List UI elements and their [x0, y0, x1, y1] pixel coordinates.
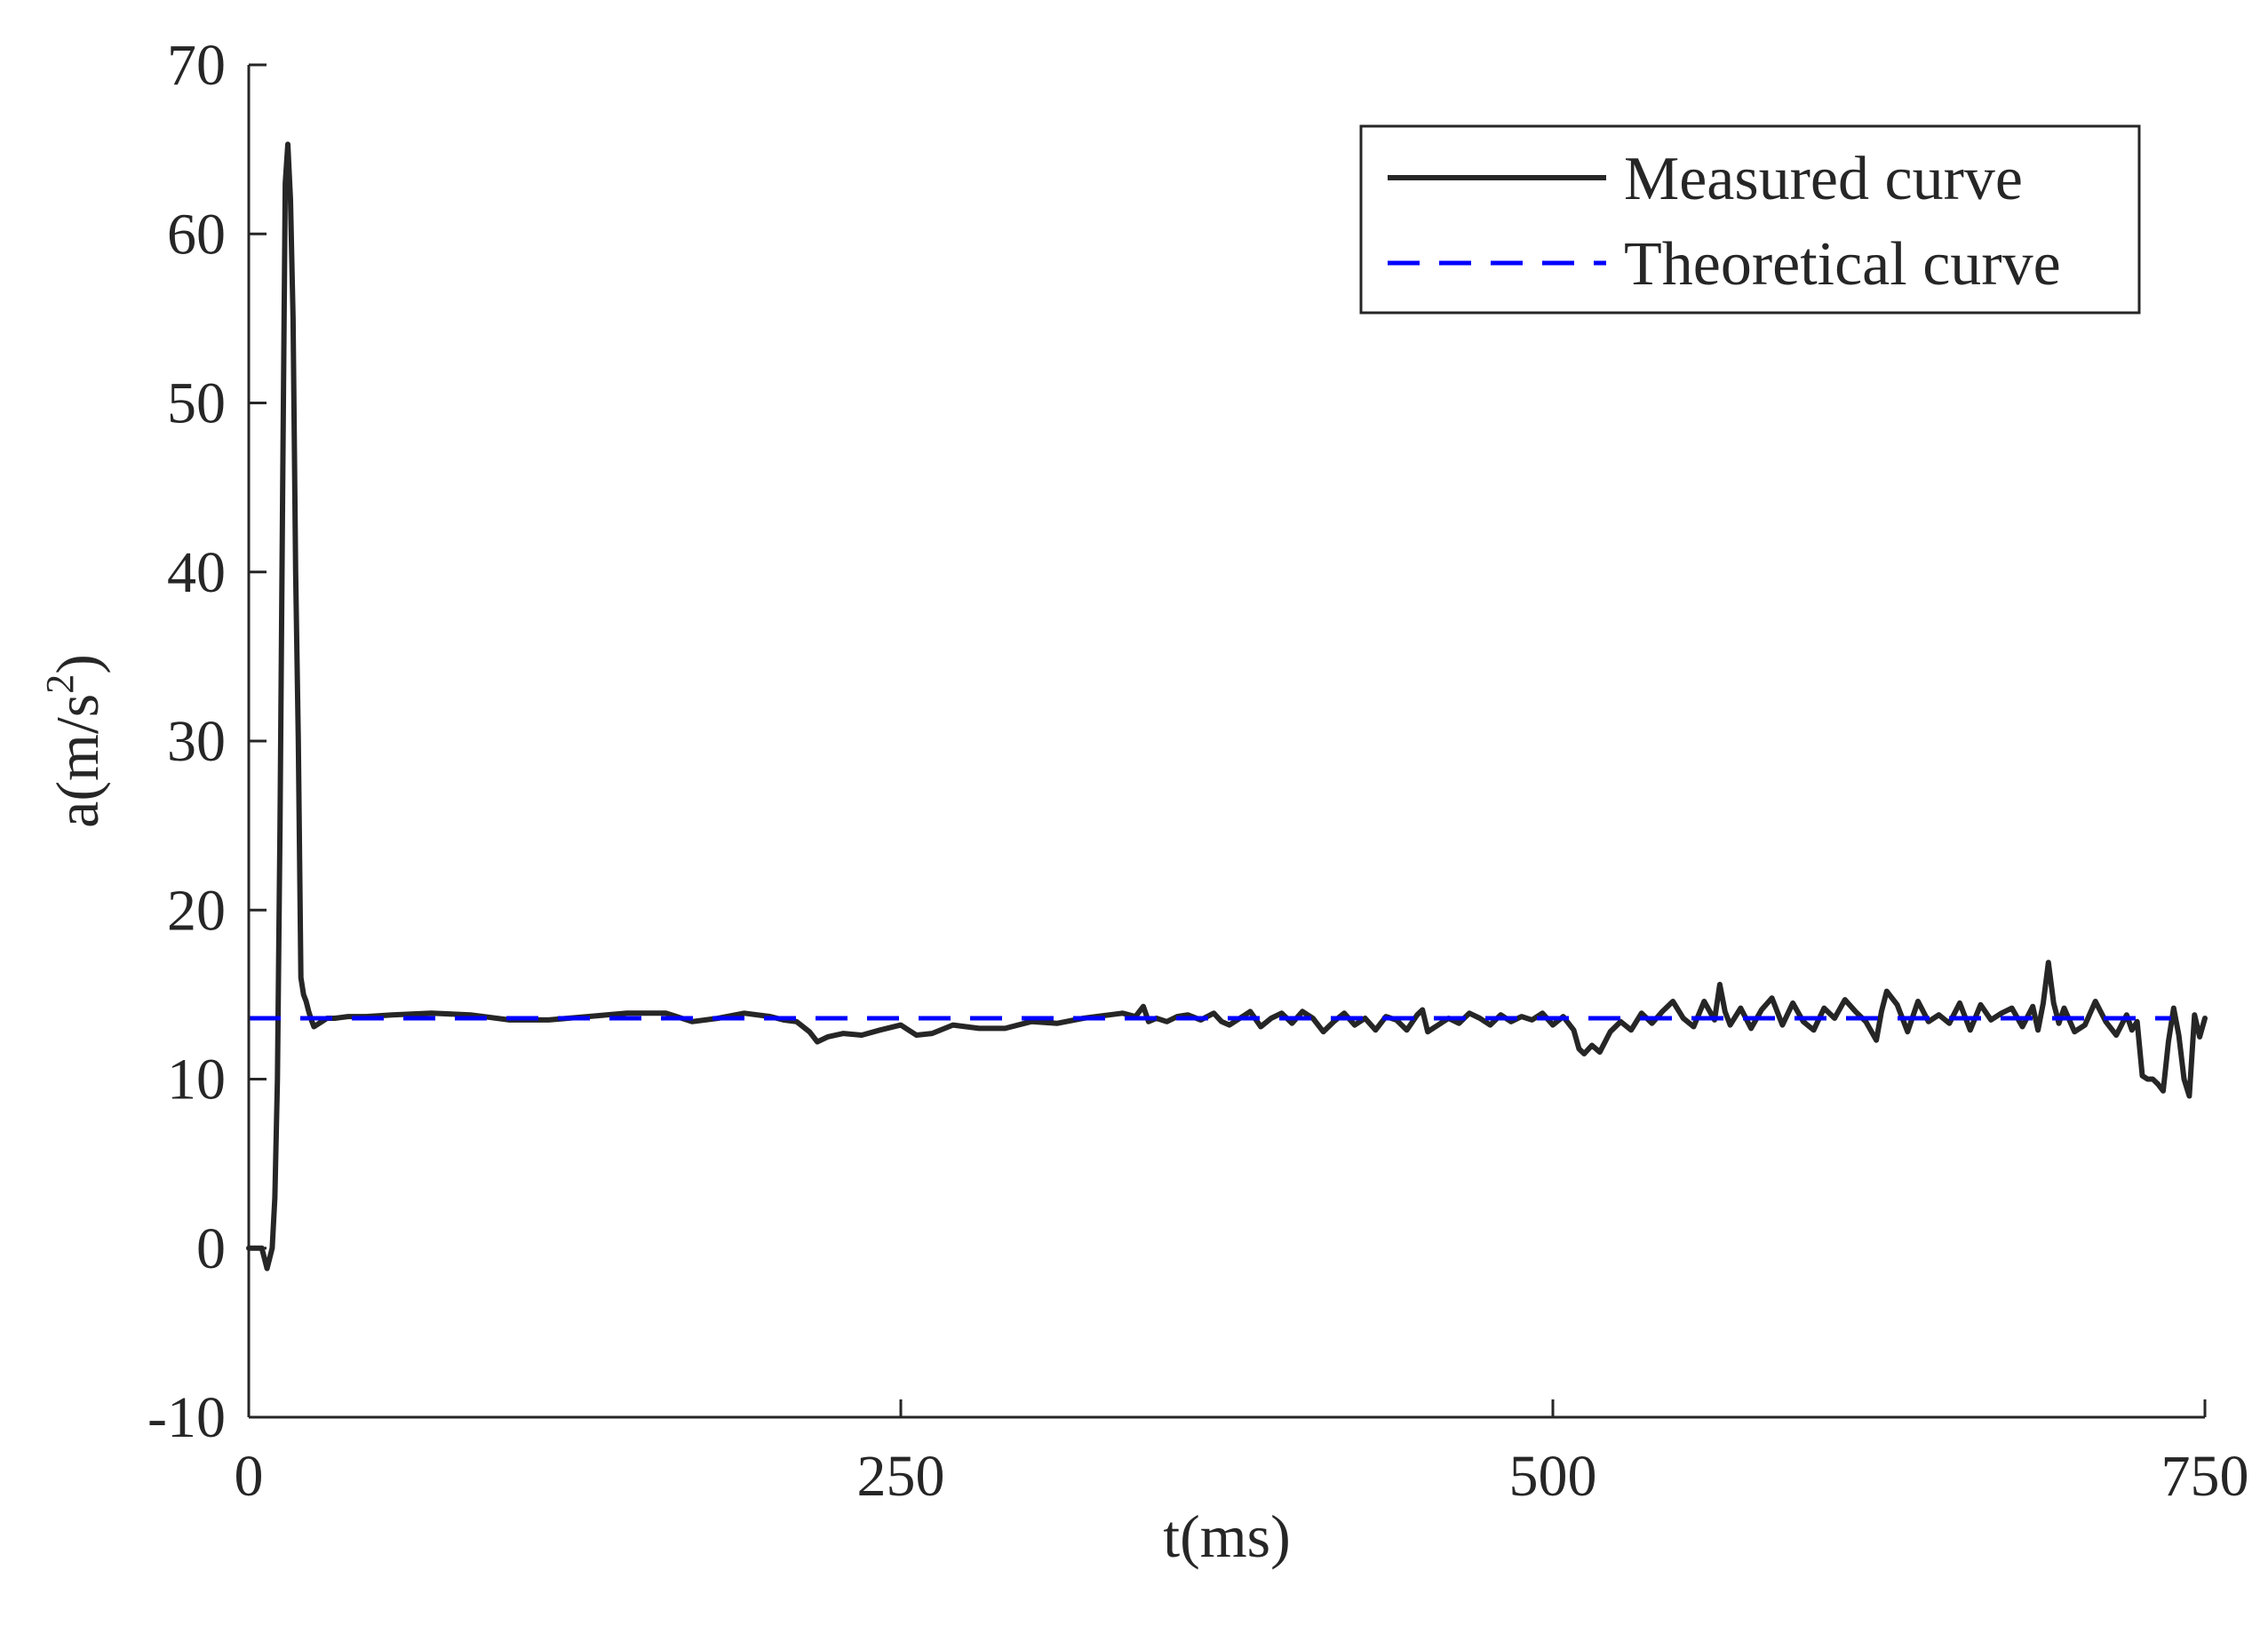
y-axis-label-superscript: 2 — [38, 674, 82, 694]
y-axis-label: a(m/s2) — [38, 654, 111, 828]
y-tick-label: -10 — [147, 1385, 226, 1450]
y-axis-label-close: ) — [44, 654, 111, 674]
y-tick-label: 10 — [167, 1048, 226, 1112]
x-tick-label: 750 — [2161, 1444, 2249, 1509]
legend-measured-label: Measured curve — [1624, 145, 2023, 213]
legend-box — [1359, 124, 2141, 315]
y-tick-label: 0 — [196, 1216, 226, 1281]
legend: Measured curve Theoretical curve — [1359, 124, 2141, 315]
series-layer — [246, 141, 2208, 1271]
y-tick-label: 40 — [167, 540, 226, 605]
y-axis-label-base: a(m/s — [44, 694, 111, 828]
x-ticks: 0 250 500 750 — [235, 1399, 2249, 1509]
y-tick-label: 30 — [167, 709, 226, 774]
y-tick-label: 60 — [167, 202, 226, 267]
x-tick-label: 250 — [857, 1444, 945, 1509]
y-tick-label: 50 — [167, 371, 226, 436]
x-tick-label: 0 — [235, 1444, 264, 1509]
y-tick-label: 70 — [167, 33, 226, 98]
y-ticks: -10 0 10 20 30 40 50 60 70 — [147, 33, 267, 1450]
x-tick-label: 500 — [1509, 1444, 1597, 1509]
y-tick-label: 20 — [167, 878, 226, 943]
legend-theoretical-label: Theoretical curve — [1624, 230, 2061, 299]
x-axis-label: t(ms) — [1163, 1502, 1291, 1570]
